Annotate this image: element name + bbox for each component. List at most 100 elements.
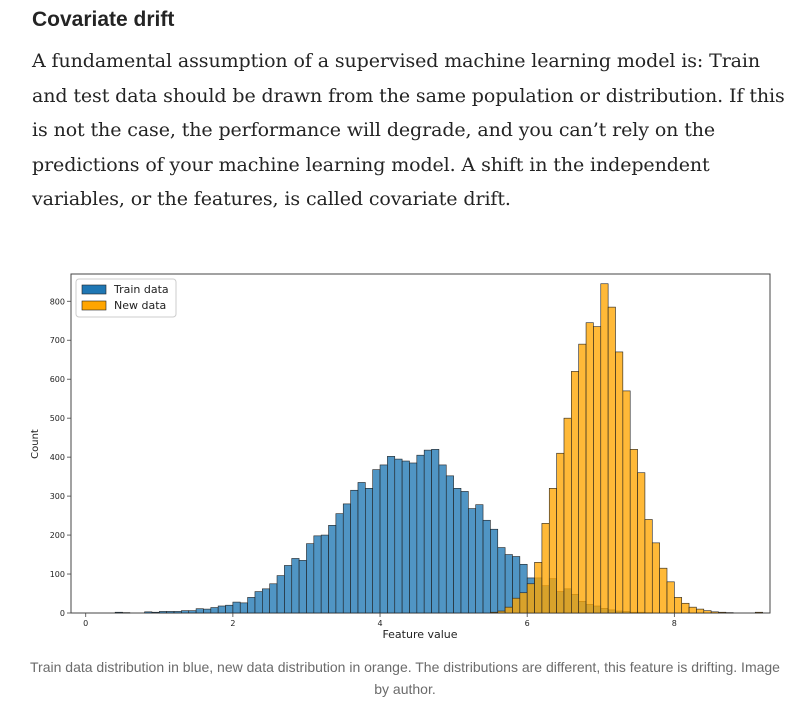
new-bar (652, 543, 659, 613)
train-bar (365, 488, 372, 613)
train-bar (248, 597, 255, 613)
train-bar (159, 611, 166, 613)
train-bar (189, 611, 196, 613)
y-tick-label: 400 (50, 453, 65, 462)
new-bar (718, 612, 725, 613)
train-bar (277, 576, 284, 613)
new-bar (527, 584, 534, 613)
train-bar (218, 606, 225, 613)
train-bar (343, 504, 350, 613)
train-bar (505, 555, 512, 613)
y-tick-label: 200 (50, 531, 65, 540)
train-bar (321, 535, 328, 613)
legend-swatch-train (82, 285, 106, 294)
train-bar (167, 611, 174, 613)
train-bar (380, 465, 387, 613)
new-bar (490, 612, 497, 613)
new-bar (579, 344, 586, 613)
train-bar (358, 482, 365, 613)
train-bar (424, 450, 431, 613)
legend-label-train: Train data (113, 283, 169, 296)
y-axis-ticks: 0 100 200 300 400 500 600 700 800 (50, 297, 71, 618)
new-bar (630, 449, 637, 613)
body-paragraph: A fundamental assumption of a supervised… (32, 44, 792, 217)
train-bar (461, 491, 468, 613)
train-bar (402, 461, 409, 613)
train-bar (262, 589, 269, 613)
new-bar (689, 607, 696, 613)
train-bar (123, 613, 130, 614)
new-bar (542, 523, 549, 613)
new-bar (615, 352, 622, 613)
y-tick-label: 500 (50, 414, 65, 423)
legend-swatch-new (82, 301, 106, 310)
train-bar (336, 514, 343, 613)
new-bar (535, 562, 542, 613)
new-bar (704, 611, 711, 613)
train-bar (203, 609, 210, 613)
new-bar (696, 609, 703, 613)
y-tick-label: 600 (50, 375, 65, 384)
new-bar (505, 607, 512, 613)
x-axis-ticks: 0 2 4 6 8 (83, 613, 677, 628)
new-bar (564, 418, 571, 613)
train-bar (292, 558, 299, 613)
train-bar (468, 509, 475, 613)
new-bar (557, 453, 564, 613)
x-tick-label: 8 (672, 619, 677, 628)
new-bar (667, 582, 674, 613)
x-tick-label: 4 (377, 619, 382, 628)
train-bar (454, 488, 461, 613)
train-bar (152, 612, 159, 613)
y-tick-label: 800 (50, 297, 65, 306)
new-bar (593, 327, 600, 613)
train-bar (314, 536, 321, 613)
train-bar (409, 463, 416, 613)
x-tick-label: 6 (525, 619, 530, 628)
train-bar (196, 609, 203, 613)
train-bar (270, 584, 277, 613)
train-bar (233, 602, 240, 613)
y-axis-label: Count (30, 429, 41, 459)
new-bar (660, 568, 667, 613)
x-tick-label: 2 (230, 619, 235, 628)
new-bar (571, 371, 578, 613)
train-bar (145, 612, 152, 613)
histogram-chart: 0 2 4 6 8 0 100 200 300 400 500 600 700 800 Feature … (20, 258, 790, 648)
new-bar (674, 597, 681, 613)
y-tick-label: 100 (50, 570, 65, 579)
new-bar (608, 307, 615, 613)
legend-label-new: New data (114, 299, 166, 312)
train-bar (417, 455, 424, 613)
train-bar (211, 608, 218, 613)
y-tick-label: 700 (50, 336, 65, 345)
legend: Train data New data (76, 279, 176, 317)
train-bar (446, 476, 453, 613)
train-bar (373, 470, 380, 613)
y-tick-label: 300 (50, 492, 65, 501)
new-bar (711, 612, 718, 613)
figure: 0 2 4 6 8 0 100 200 300 400 500 600 700 800 Feature … (20, 258, 790, 648)
train-bar (115, 612, 122, 613)
train-bar (306, 544, 313, 613)
train-bar (174, 611, 181, 613)
train-bar (490, 529, 497, 613)
train-bar (498, 548, 505, 613)
new-bar (512, 598, 519, 613)
new-bar (682, 603, 689, 613)
train-bar (255, 592, 262, 613)
train-bar (299, 560, 306, 613)
train-bar (439, 465, 446, 613)
train-bar (395, 459, 402, 613)
y-tick-label: 0 (60, 609, 65, 618)
train-bar (226, 605, 233, 613)
section-heading: Covariate drift (32, 6, 174, 34)
x-tick-label: 0 (83, 619, 88, 628)
new-bar (623, 391, 630, 613)
new-bar (586, 323, 593, 613)
train-bar (476, 505, 483, 613)
new-bar (645, 519, 652, 613)
train-bar (483, 520, 490, 613)
train-bar (181, 611, 188, 613)
new-bar (726, 613, 733, 614)
